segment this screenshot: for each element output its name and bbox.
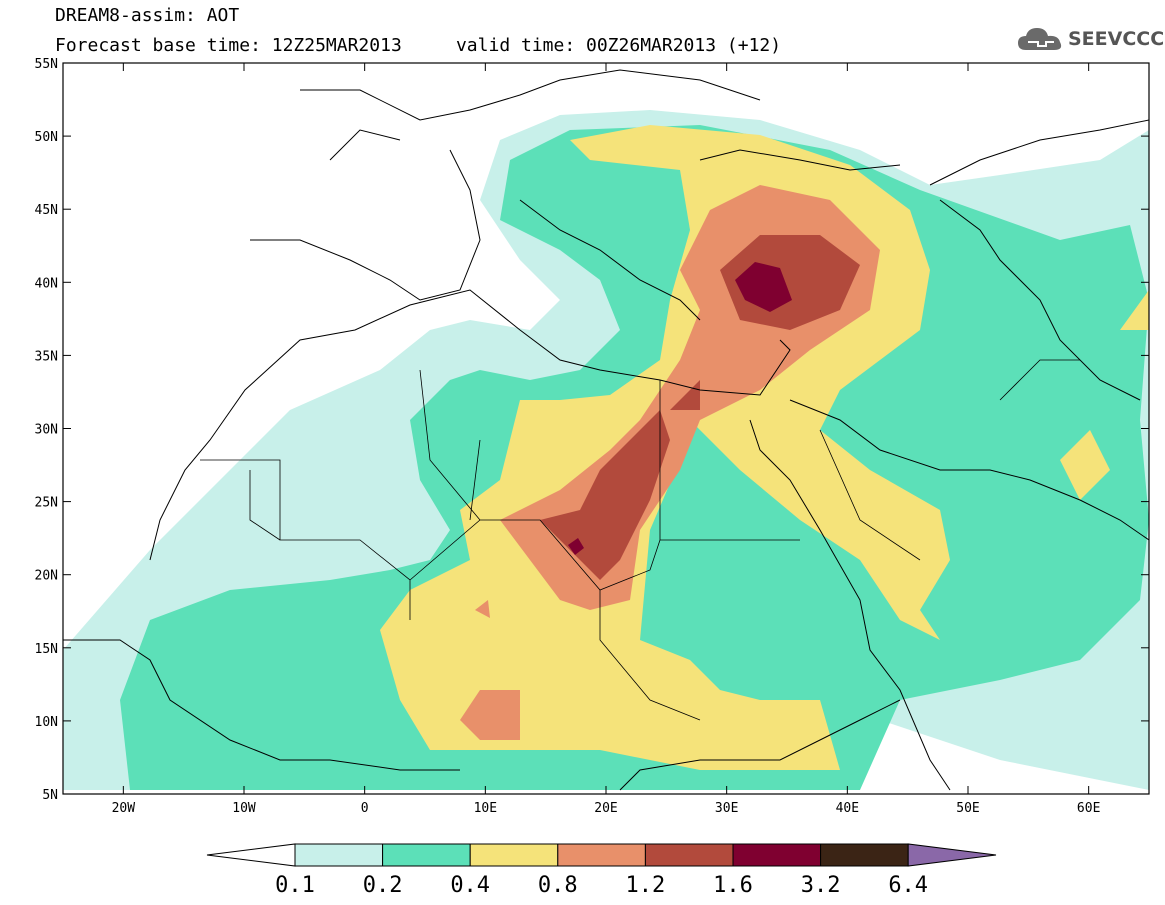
lon-tick-label: 20E [594,801,617,816]
lat-tick-label: 15N [35,642,58,657]
colorbar-label: 0.8 [538,873,578,898]
colorbar-label: 3.2 [801,873,841,898]
lat-tick-label: 35N [35,349,58,364]
coastline-borders [63,69,1149,791]
lat-tick-label: 5N [42,788,58,803]
lat-tick-label: 30N [35,423,58,438]
lat-tick-label: 50N [35,130,58,145]
colorbar-swatch [557,843,646,867]
lon-tick-label: 50E [956,801,979,816]
colorbar-swatch [820,843,909,867]
lon-tick-label: 60E [1077,801,1100,816]
lat-tick-label: 10N [35,715,58,730]
colorbar-label: 0.4 [450,873,490,898]
logo-text: SEEVCCC [1068,28,1165,50]
lat-tick-label: 55N [35,57,58,72]
axis-ticks: 20W 10W 0 10E 20E 30E 40E 50E 60E 55N 50N 45N 40N 35N… [35,57,1149,816]
lat-tick-label: 25N [35,496,58,511]
lon-tick-label: 10W [232,801,256,816]
lon-tick-label: 10E [474,801,497,816]
colorbar-label: 1.2 [626,873,666,898]
colorbar-over-triangle [907,843,997,867]
lon-tick-label: 20W [112,801,136,816]
colorbar-label: 6.4 [888,873,928,898]
lat-tick-label: 40N [35,276,58,291]
colorbar-swatch [644,843,734,867]
colorbar-swatch [294,843,384,867]
colorbar: 0.1 0.2 0.4 0.8 1.2 1.6 3.2 6.4 [206,843,997,898]
country-borders [200,359,1080,721]
lon-tick-label: 0 [361,801,369,816]
lat-tick-label: 20N [35,569,58,584]
colorbar-label: 0.2 [363,873,403,898]
aot-level-1.2 [540,235,860,580]
colorbar-swatch [732,843,822,867]
colorbar-label: 1.6 [713,873,753,898]
colorbar-swatch [382,843,471,867]
map-title: DREAM8-assim: AOT [55,5,240,26]
lat-tick-label: 45N [35,203,58,218]
forecast-times: Forecast base time: 12Z25MAR2013 valid t… [55,35,782,56]
colorbar-under-triangle [206,843,296,867]
lon-tick-label: 30E [715,801,738,816]
aot-level-1.6 [568,262,792,555]
seevccc-logo: SEEVCCC [1016,22,1164,58]
lon-tick-label: 40E [836,801,859,816]
colorbar-swatch [469,843,559,867]
colorbar-label: 0.1 [275,873,315,898]
cloud-icon [1018,28,1062,50]
